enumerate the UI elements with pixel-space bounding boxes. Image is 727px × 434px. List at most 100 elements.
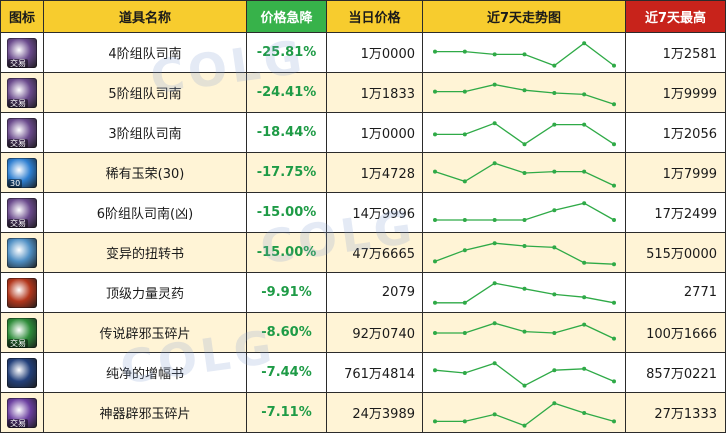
trend-cell <box>423 73 626 113</box>
table-row: 交易 3阶组队司南 -18.44% 1万0000 1万2056 <box>0 113 726 153</box>
trend-cell <box>423 113 626 153</box>
trend-point <box>522 51 527 56</box>
trend-point <box>612 101 616 106</box>
trend-point <box>582 169 587 174</box>
trend-point <box>522 329 527 334</box>
trend-point <box>462 370 467 375</box>
icon-cell: 30 <box>0 153 44 193</box>
trend-sparkline <box>433 360 616 388</box>
trend-point <box>552 400 557 405</box>
icon-badge: 30 <box>8 178 23 188</box>
trend-line <box>434 361 615 386</box>
icon-cell: 交易 <box>0 193 44 233</box>
price-drop: -18.44% <box>247 113 327 153</box>
trend-point <box>582 366 587 371</box>
item-name: 纯净的增幅书 <box>44 353 247 393</box>
item-name: 传说辟邪玉碎片 <box>44 313 247 353</box>
icon-badge: 交易 <box>8 138 28 148</box>
trend-point <box>612 418 616 423</box>
trend-point <box>552 367 557 372</box>
trend-sparkline <box>433 320 616 341</box>
trend-point <box>522 423 527 428</box>
trend-point <box>433 49 437 54</box>
today-price: 1万0000 <box>327 33 423 73</box>
price-drop: -15.00% <box>247 193 327 233</box>
jade-orb-icon: 30 <box>7 157 37 188</box>
header-item-name: 道具名称 <box>44 0 247 33</box>
max-price: 1万9999 <box>626 73 726 113</box>
trend-cell <box>423 33 626 73</box>
trend-point <box>462 49 467 54</box>
table-row: 30 稀有玉荣(30) -17.75% 1万4728 1万7999 <box>0 153 726 193</box>
max-price: 2771 <box>626 273 726 313</box>
trend-point <box>582 40 587 45</box>
price-drop: -7.44% <box>247 353 327 393</box>
trend-point <box>492 411 497 416</box>
trend-point <box>462 418 467 423</box>
header-7day-max: 近7天最高 <box>626 0 726 33</box>
trend-cell <box>423 193 626 233</box>
trend-cell <box>423 393 626 433</box>
trend-point <box>492 280 497 285</box>
trend-point <box>612 261 616 266</box>
icon-badge: 交易 <box>8 218 28 228</box>
trend-sparkline <box>433 160 616 188</box>
trend-point <box>433 217 437 222</box>
trend-line <box>435 202 615 221</box>
trend-point <box>612 300 616 305</box>
trend-point <box>462 89 467 94</box>
trend-point <box>492 82 497 87</box>
max-price: 17万2499 <box>626 193 726 233</box>
trend-point <box>582 294 587 299</box>
today-price: 1万4728 <box>327 153 423 193</box>
trend-point <box>492 51 497 56</box>
trend-sparkline <box>433 280 616 305</box>
max-price: 1万7999 <box>626 153 726 193</box>
blue-crystal-icon <box>7 357 37 388</box>
icon-badge: 交易 <box>8 58 28 68</box>
trend-point <box>522 170 527 175</box>
trend-point <box>552 291 557 296</box>
item-name: 稀有玉荣(30) <box>44 153 247 193</box>
trend-point <box>582 91 587 96</box>
item-name: 4阶组队司南 <box>44 33 247 73</box>
trend-cell <box>423 233 626 273</box>
icon-cell <box>0 233 44 273</box>
trend-point <box>612 141 616 146</box>
trend-point <box>552 330 557 335</box>
trend-point <box>433 367 437 372</box>
trend-point <box>612 217 616 222</box>
icon-badge: 交易 <box>8 98 28 108</box>
today-price: 92万0740 <box>327 313 423 353</box>
icon-cell: 交易 <box>0 113 44 153</box>
trend-point <box>552 207 557 212</box>
trend-sparkline <box>433 82 616 106</box>
trend-point <box>582 200 587 205</box>
trend-point <box>612 183 616 188</box>
trend-point <box>492 360 497 365</box>
stacked-orbs-purple-icon: 交易 <box>7 77 37 108</box>
trend-point <box>522 141 527 146</box>
trend-cell <box>423 353 626 393</box>
trend-point <box>612 336 616 341</box>
trend-sparkline <box>433 200 616 222</box>
trend-sparkline <box>433 120 616 146</box>
table-row: 顶级力量灵药 -9.91% 2079 2771 <box>0 273 726 313</box>
trend-cell <box>423 273 626 313</box>
icon-badge: 交易 <box>8 338 28 348</box>
trend-sparkline <box>433 400 616 428</box>
trend-sparkline <box>433 40 616 68</box>
trend-cell <box>423 153 626 193</box>
trend-point <box>522 217 527 222</box>
today-price: 47万6665 <box>327 233 423 273</box>
trend-cell <box>423 313 626 353</box>
trend-point <box>433 300 437 305</box>
icon-cell: 交易 <box>0 313 44 353</box>
trend-point <box>582 260 587 265</box>
icon-cell: 交易 <box>0 393 44 433</box>
trend-point <box>433 131 437 136</box>
price-drop: -7.11% <box>247 393 327 433</box>
today-price: 2079 <box>327 273 423 313</box>
trend-point <box>552 244 557 249</box>
trend-point <box>462 178 467 183</box>
